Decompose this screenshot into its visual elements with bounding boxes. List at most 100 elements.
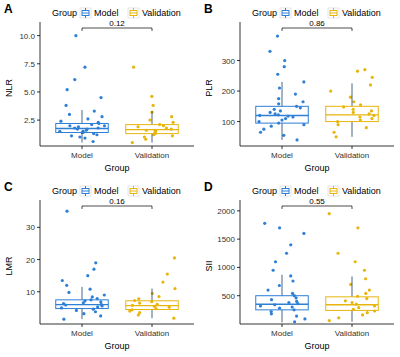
point [365,126,368,129]
point [91,140,94,143]
point [138,301,141,304]
point [172,317,175,320]
legend-key-box [130,189,137,194]
point [95,133,98,136]
y-tick-label: 10 [26,288,35,297]
legend-label: Model [294,186,319,196]
point [352,100,355,103]
point [370,109,373,112]
x-tick [352,324,353,327]
x-axis-label: Group [104,341,129,351]
panel: AGroupModelValidation2.55.07.510.0ModelV… [4,2,194,173]
y-tick-label: 100 [222,118,236,127]
point [78,135,81,138]
y-tick [237,295,240,296]
point [356,295,359,298]
x-tick [282,324,283,327]
point [361,313,364,316]
y-axis-line [240,200,241,324]
legend-key [328,8,339,18]
point [280,118,283,121]
point [170,115,173,118]
point [138,311,141,314]
x-tick [82,324,83,327]
median [256,115,309,116]
point [83,137,86,140]
point [369,83,372,86]
y-tick [237,91,240,92]
point [161,281,164,284]
box-body [56,300,109,309]
x-tick [282,146,283,149]
whisker-low [82,132,83,142]
legend-title: Group [52,8,77,18]
y-tick [37,91,40,92]
point [352,111,355,114]
point [83,66,86,69]
y-tick-label: 10.0 [19,32,35,41]
point [266,288,269,291]
legend-key [80,186,91,196]
legend-key-box [282,189,289,194]
point [289,243,292,246]
y-axis-line [40,200,41,324]
box [56,287,109,319]
legend-label: Validation [342,8,381,18]
box [256,82,309,140]
point [270,125,273,128]
point [132,66,135,69]
legend-key-bg [128,186,139,196]
legend-key-box [330,11,337,16]
point [356,70,359,73]
y-tick [37,291,40,292]
points [259,222,307,324]
y-axis-label: LMR [4,256,14,276]
box [126,111,179,143]
whisker-high [82,287,83,300]
y-tick [37,227,40,228]
y-tick-label: 2.5 [24,116,36,125]
box [256,275,309,323]
point [74,34,77,37]
y-tick [237,60,240,61]
point [172,121,175,124]
point [337,316,340,319]
point [150,95,153,98]
legend-key-bg [328,186,339,196]
point [358,115,361,118]
point [171,134,174,137]
point [366,311,369,314]
point [143,135,146,138]
point [364,277,367,280]
legend: GroupModelValidation [252,8,381,18]
legend-key [128,8,139,18]
bracket [282,206,352,209]
point [173,256,176,259]
legend-key-median [82,191,89,192]
point [363,68,366,71]
x-tick-label: Validation [335,151,370,160]
whisker-low [82,309,83,320]
point [329,89,332,92]
point [291,292,294,295]
box-body [256,106,309,123]
plot-area [56,34,179,144]
point [92,268,95,271]
x-tick [152,146,153,149]
p-value: 0.86 [309,19,325,28]
point [136,125,139,128]
point [166,272,169,275]
points [329,68,375,138]
point [370,117,373,120]
point [344,299,347,302]
point [70,134,73,137]
point [274,260,277,263]
legend-label: Validation [142,8,181,18]
point [131,141,134,144]
plot-area [256,212,379,323]
point [368,288,371,291]
x-axis-label: Group [304,163,329,173]
y-axis-label: NLR [4,79,14,98]
box-body [326,106,379,121]
legend-label: Model [94,8,119,18]
